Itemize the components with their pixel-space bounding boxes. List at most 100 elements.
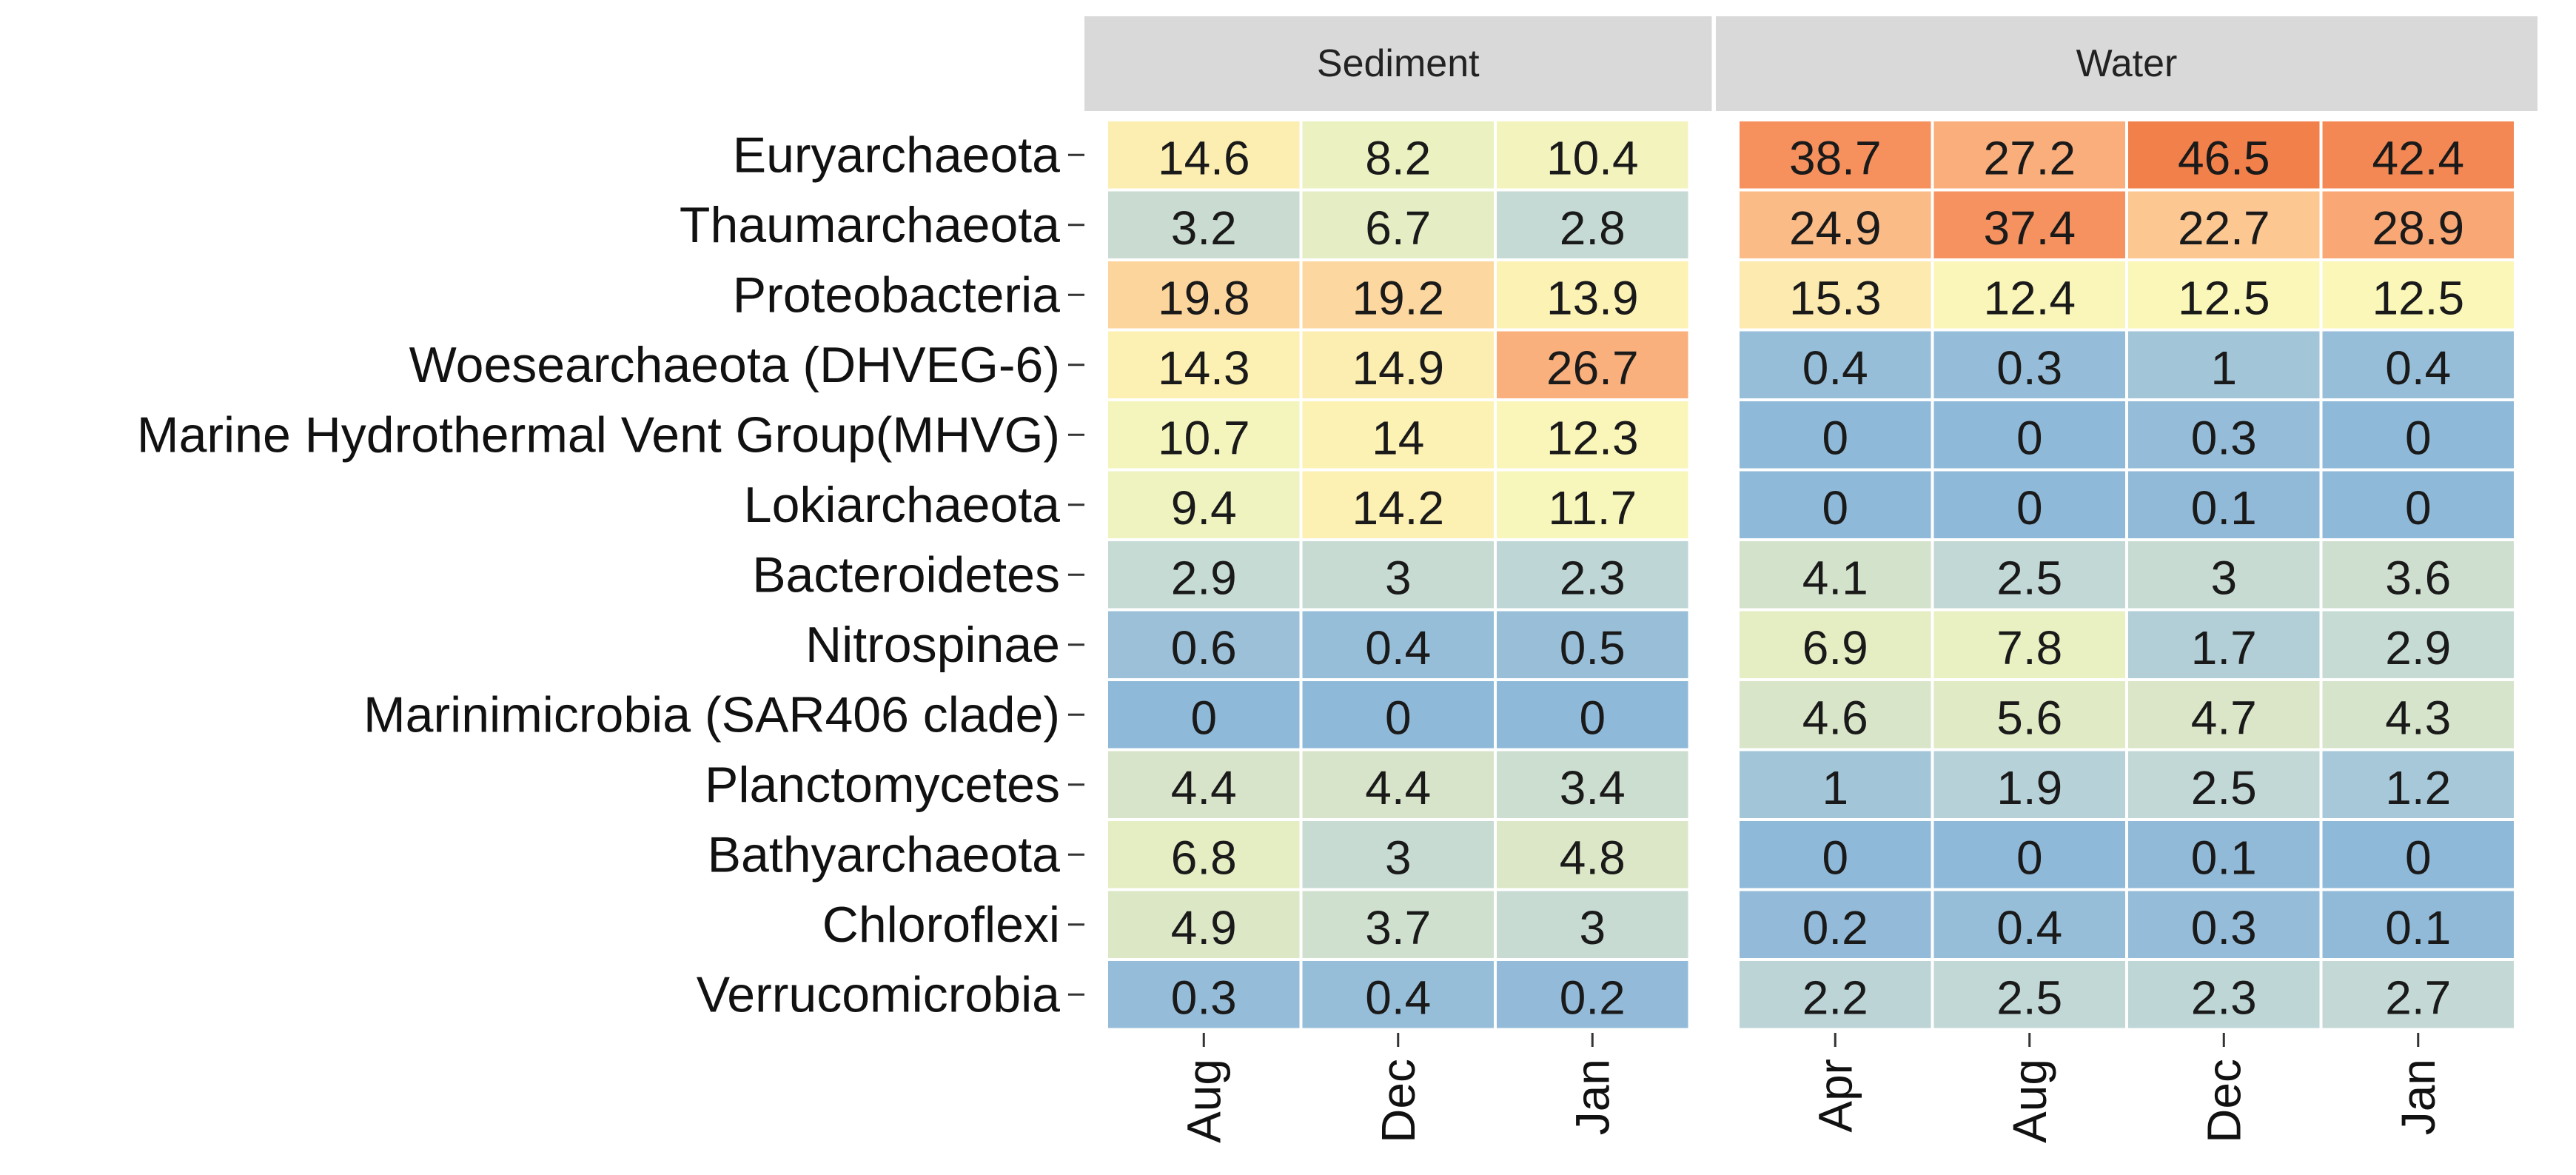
heatmap-cell — [1494, 958, 1691, 1031]
heatmap-cell — [1299, 398, 1497, 472]
row-labels: Euryarchaeota Thaumarchaeota Proteobacteri… — [137, 127, 1084, 1022]
row-label: Verrucomicrobia — [697, 966, 1060, 1022]
cell-value-label: 0.3 — [1171, 971, 1237, 1024]
cell-value-label: 2.9 — [1171, 551, 1237, 604]
cell-value-label: 3 — [1385, 831, 1412, 884]
cell-value-label: 2.9 — [2385, 621, 2451, 674]
cell-value-label: 8.2 — [1365, 131, 1431, 184]
heatmap-cell — [2319, 678, 2517, 751]
cell-value-label: 46.5 — [2178, 131, 2270, 184]
cell-value-label: 6.8 — [1171, 831, 1237, 884]
heatmap-cell — [2319, 468, 2517, 541]
cell-value-label: 4.1 — [1802, 551, 1868, 604]
cell-value-label: 0.6 — [1171, 621, 1237, 674]
x-tick-label: Aug — [1177, 1059, 1230, 1143]
cell-value-label: 4.4 — [1365, 761, 1431, 814]
cell-value-label: 0 — [1822, 831, 1848, 884]
cell-value-label: 3 — [1579, 901, 1606, 954]
cell-value-label: 0.3 — [1996, 341, 2062, 395]
heatmap-cell — [1494, 188, 1691, 261]
cell-value-label: 4.6 — [1802, 691, 1868, 744]
row-label: Bathyarchaeota — [708, 826, 1061, 883]
facet-strip-water — [1716, 16, 2538, 111]
x-tick-label: Dec — [1372, 1059, 1425, 1143]
row-label: Bacteroidetes — [752, 546, 1060, 603]
heatmap-cell — [1494, 608, 1691, 681]
x-tick-label: Apr — [1808, 1059, 1862, 1133]
heatmap-cell — [1494, 748, 1691, 821]
cell-value-label: 14 — [1372, 411, 1424, 464]
cell-value-label: 1.2 — [2385, 761, 2451, 814]
cell-value-label: 2.7 — [2385, 971, 2451, 1024]
cell-value-label: 0.4 — [1365, 621, 1431, 674]
row-label: Marine Hydrothermal Vent Group(MHVG) — [137, 406, 1060, 463]
heatmap-cell — [2319, 608, 2517, 681]
heatmap-cell — [1299, 188, 1497, 261]
cell-value-label: 3 — [1385, 551, 1412, 604]
heatmap-cell — [1299, 958, 1497, 1031]
heatmap-cells: 14.6 8.2 10.43.2 6.7 2.819.8 19.2 13.914.3 14.9… — [1105, 118, 2517, 1031]
heatmap-cell — [1299, 818, 1497, 891]
heatmap-cell — [2319, 328, 2517, 401]
cell-value-label: 0.2 — [1560, 971, 1626, 1024]
cell-value-label: 6.7 — [1365, 201, 1431, 255]
heatmap-cell — [1299, 468, 1497, 541]
cell-value-label: 12.5 — [2372, 271, 2464, 324]
cell-value-label: 4.4 — [1171, 761, 1237, 814]
cell-value-label: 1 — [1822, 761, 1848, 814]
cell-value-label: 0 — [1822, 481, 1848, 535]
facet-strips: Sediment Water — [1084, 16, 2538, 111]
facet-strip-label: Sediment — [1317, 42, 1480, 85]
heatmap-cell — [2125, 538, 2323, 612]
cell-value-label: 0.4 — [1996, 901, 2062, 954]
heatmap-cell — [2125, 398, 2323, 472]
cell-value-label: 5.6 — [1996, 691, 2062, 744]
heatmap-cell — [2319, 888, 2517, 961]
cell-value-label: 19.8 — [1158, 271, 1250, 324]
cell-value-label: 0.4 — [1802, 341, 1868, 395]
cell-value-label: 24.9 — [1789, 201, 1882, 255]
cell-value-label: 10.4 — [1546, 131, 1639, 184]
cell-value-label: 38.7 — [1789, 131, 1882, 184]
row-label: Woesearchaeota (DHVEG-6) — [409, 337, 1060, 393]
heatmap-cell — [2319, 188, 2517, 261]
heatmap-cell — [1105, 748, 1303, 821]
cell-value-label: 0.1 — [2191, 481, 2257, 535]
heatmap-cell — [1737, 608, 1934, 681]
cell-value-label: 3.7 — [1365, 901, 1431, 954]
heatmap-cell — [2319, 398, 2517, 472]
heatmap-cell — [2125, 258, 2323, 332]
heatmap-cell — [1494, 398, 1691, 472]
heatmap-cell — [2319, 958, 2517, 1031]
heatmap-cell — [1737, 888, 1934, 961]
heatmap-cell — [1299, 678, 1497, 751]
cell-value-label: 1 — [2210, 341, 2237, 395]
row-label: Marinimicrobia (SAR406 clade) — [363, 686, 1060, 743]
cell-value-label: 3 — [2210, 551, 2237, 604]
cell-value-label: 2.5 — [1996, 971, 2062, 1024]
cell-value-label: 3.6 — [2385, 551, 2451, 604]
heatmap-cell — [2319, 118, 2517, 192]
cell-value-label: 0 — [2405, 411, 2432, 464]
heatmap-cell — [1494, 678, 1691, 751]
heatmap-cell — [2125, 328, 2323, 401]
cell-value-label: 0 — [2405, 481, 2432, 535]
heatmap-cell — [2125, 118, 2323, 192]
heatmap-cell — [1737, 678, 1934, 751]
cell-value-label: 11.7 — [1548, 481, 1637, 535]
heatmap-cell — [1737, 328, 1934, 401]
heatmap-cell — [1494, 118, 1691, 192]
x-tick-label: Aug — [2003, 1059, 2056, 1143]
heatmap-cell — [1105, 328, 1303, 401]
row-label: Nitrospinae — [805, 617, 1060, 673]
cell-value-label: 12.4 — [1983, 271, 2076, 324]
cell-value-label: 0.4 — [2385, 341, 2451, 395]
cell-value-label: 6.9 — [1802, 621, 1868, 674]
cell-value-label: 37.4 — [1983, 201, 2076, 255]
row-label: Planctomycetes — [705, 757, 1060, 813]
cell-value-label: 12.5 — [2178, 271, 2270, 324]
heatmap-cell — [1494, 818, 1691, 891]
heatmap-cell — [1737, 958, 1934, 1031]
cell-value-label: 7.8 — [1996, 621, 2062, 674]
